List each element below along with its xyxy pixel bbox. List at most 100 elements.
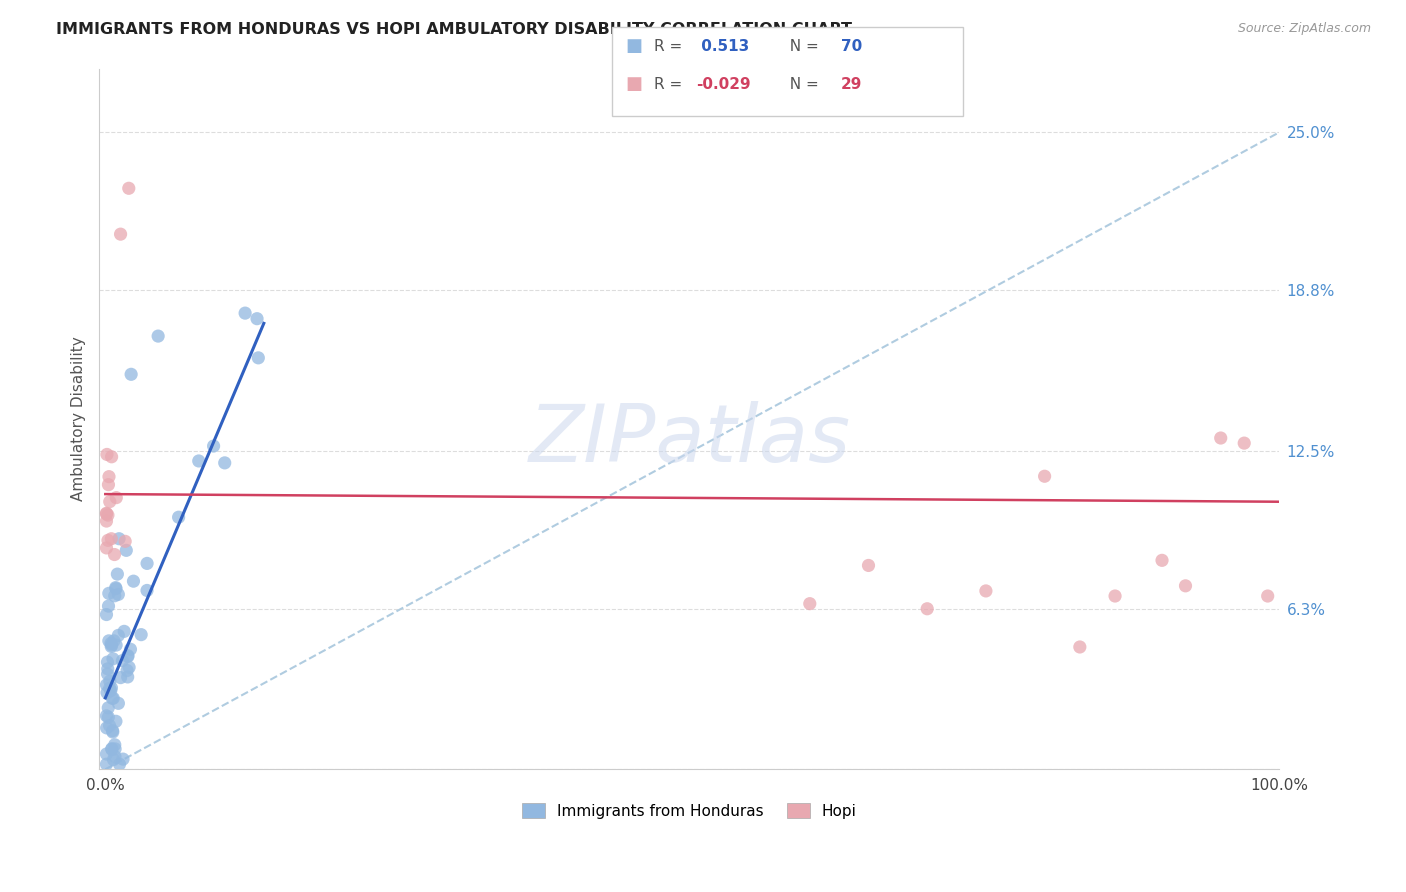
Point (117, 670, 139, 684)
Point (115, 664, 138, 678)
Point (101, 723, 124, 738)
Point (214, 456, 236, 470)
Point (915, 601, 938, 615)
Point (112, 752, 135, 766)
Point (103, 691, 125, 706)
Point (98, 674, 121, 689)
Point (107, 696, 129, 710)
Point (100, 640, 122, 654)
Text: IMMIGRANTS FROM HONDURAS VS HOPI AMBULATORY DISABILITY CORRELATION CHART: IMMIGRANTS FROM HONDURAS VS HOPI AMBULAT… (56, 22, 852, 37)
Point (96, 678, 118, 692)
Point (122, 574, 145, 589)
Point (98, 681, 121, 696)
Point (96, 514, 118, 528)
Point (97, 586, 120, 600)
Point (1174, 579, 1197, 593)
Point (97, 667, 120, 681)
Point (100, 532, 122, 546)
Point (187, 454, 209, 468)
Point (103, 753, 125, 767)
Point (146, 329, 169, 343)
Point (108, 757, 131, 772)
Point (100, 636, 122, 650)
Point (136, 583, 159, 598)
Point (120, 642, 142, 657)
Point (96, 709, 118, 723)
Point (111, 654, 134, 668)
Legend: Immigrants from Honduras, Hopi: Immigrants from Honduras, Hopi (516, 797, 863, 825)
Point (110, 671, 132, 685)
Text: R =: R = (654, 77, 688, 92)
Point (104, 749, 127, 764)
Text: ■: ■ (626, 37, 643, 55)
Point (96, 607, 118, 622)
Point (96, 655, 118, 669)
Point (1150, 553, 1173, 567)
Point (100, 638, 122, 652)
Point (104, 738, 127, 752)
Point (96, 721, 118, 735)
Y-axis label: Ambulatory Disability: Ambulatory Disability (72, 336, 86, 501)
Point (96, 447, 118, 461)
Point (101, 652, 124, 666)
Point (246, 311, 269, 326)
Point (107, 587, 129, 601)
Point (96, 757, 118, 772)
Point (1104, 589, 1126, 603)
Text: N =: N = (780, 39, 824, 54)
Point (202, 439, 225, 453)
Text: 70: 70 (841, 39, 862, 54)
Point (118, 181, 141, 195)
Point (105, 491, 128, 505)
Text: N =: N = (780, 77, 824, 92)
Point (96, 686, 118, 700)
Text: ZIPatlas: ZIPatlas (529, 401, 851, 479)
Point (96, 541, 118, 555)
Point (98, 718, 121, 732)
Point (96, 507, 118, 521)
Point (97, 633, 120, 648)
Point (100, 450, 122, 464)
Point (104, 742, 127, 756)
Point (1069, 640, 1091, 654)
Point (247, 351, 270, 365)
Point (115, 543, 138, 558)
Point (110, 227, 132, 242)
Text: R =: R = (654, 39, 688, 54)
Point (97, 710, 120, 724)
Point (101, 725, 124, 739)
Point (105, 567, 128, 582)
Point (167, 510, 190, 524)
Point (1209, 431, 1232, 445)
Point (97, 533, 120, 548)
Text: Source: ZipAtlas.com: Source: ZipAtlas.com (1237, 22, 1371, 36)
Point (101, 742, 124, 756)
Point (98, 494, 121, 508)
Point (96, 506, 118, 520)
Point (107, 628, 129, 642)
Point (97, 701, 120, 715)
Point (101, 741, 124, 756)
Point (100, 683, 122, 698)
Point (104, 589, 127, 603)
Point (104, 714, 127, 729)
Point (1233, 436, 1256, 450)
Text: -0.029: -0.029 (696, 77, 751, 92)
Point (105, 638, 128, 652)
Text: ■: ■ (626, 75, 643, 93)
Point (103, 633, 125, 648)
Point (233, 306, 256, 320)
Point (117, 649, 139, 664)
Point (118, 660, 141, 674)
Point (104, 581, 127, 595)
Point (114, 534, 136, 549)
Point (799, 597, 821, 611)
Text: 29: 29 (841, 77, 862, 92)
Point (96, 747, 118, 761)
Point (129, 627, 152, 641)
Point (97, 599, 120, 614)
Point (117, 648, 139, 663)
Point (104, 582, 127, 596)
Text: 0.513: 0.513 (696, 39, 749, 54)
Point (97, 477, 120, 491)
